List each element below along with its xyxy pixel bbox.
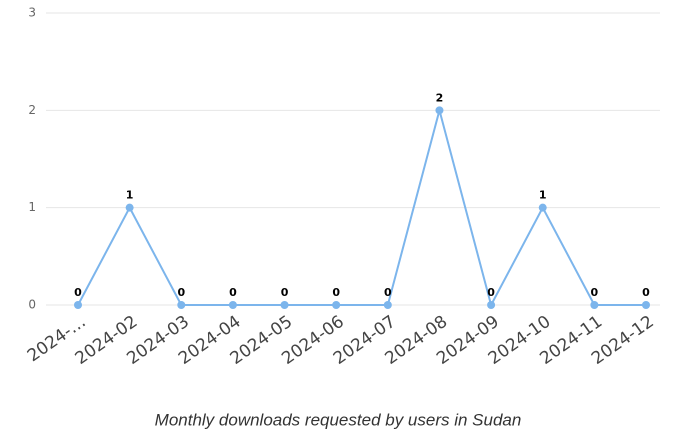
point (280, 301, 289, 309)
chart-title: Monthly downloads requested by users in … (155, 410, 522, 429)
y-tick-label: 0 (28, 298, 36, 312)
data-label: 0 (591, 286, 599, 299)
point (435, 106, 444, 115)
data-label: 0 (281, 286, 289, 299)
y-tick-label: 3 (28, 6, 36, 20)
data-label: 0 (384, 286, 392, 299)
data-label: 2 (436, 91, 444, 104)
point (228, 301, 237, 309)
data-label: 0 (74, 286, 82, 299)
data-label: 1 (126, 189, 134, 202)
point (590, 301, 599, 309)
y-tick-label: 2 (28, 103, 36, 117)
data-label: 0 (229, 286, 237, 299)
point (177, 301, 186, 309)
point (642, 301, 650, 309)
line (77, 106, 646, 308)
data-label: 1 (539, 189, 547, 202)
y-tick-label: 1 (28, 200, 36, 214)
data-label: 0 (642, 286, 650, 299)
point (538, 203, 547, 212)
point (125, 203, 134, 212)
point (332, 301, 341, 309)
data-label: 0 (487, 286, 495, 299)
data-label: 0 (332, 286, 340, 299)
point (487, 301, 496, 309)
point (383, 301, 392, 309)
point (74, 301, 82, 309)
data-label: 0 (177, 286, 185, 299)
